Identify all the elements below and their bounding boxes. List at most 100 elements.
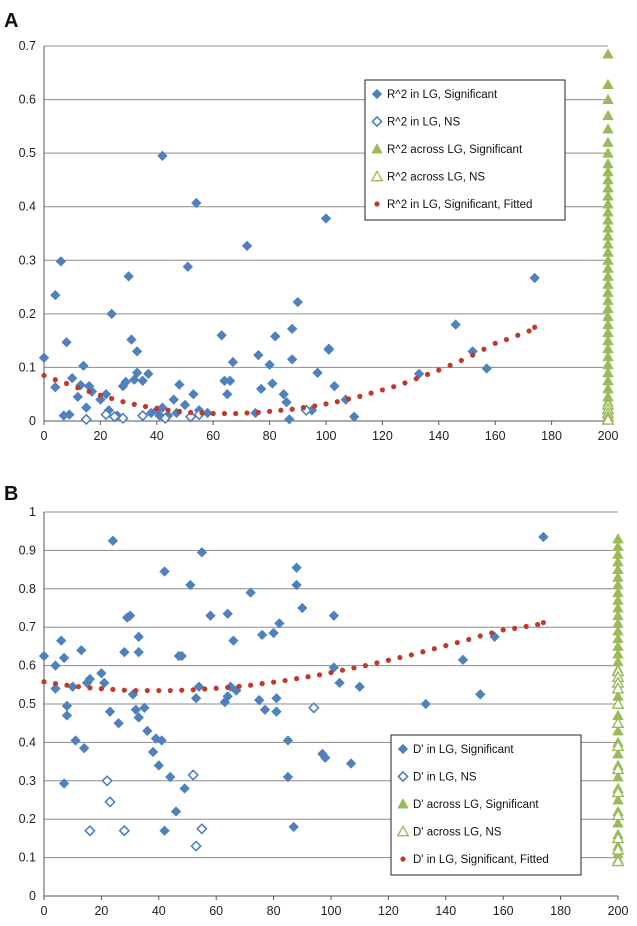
- data-point: [447, 362, 453, 368]
- data-point: [540, 619, 546, 626]
- data-point: [156, 687, 162, 694]
- x-tick-label: 100: [321, 904, 342, 918]
- data-point: [78, 360, 89, 371]
- y-tick-label: 0.5: [19, 146, 36, 160]
- data-point: [63, 380, 70, 387]
- data-point: [424, 371, 431, 377]
- data-point: [124, 610, 136, 621]
- data-point: [133, 631, 144, 642]
- data-point: [222, 389, 233, 400]
- data-point: [56, 635, 67, 646]
- data-point: [602, 93, 614, 105]
- data-point: [255, 383, 267, 395]
- x-tick-label: 120: [378, 904, 399, 918]
- legend-marker: [370, 169, 384, 182]
- data-point: [611, 681, 625, 694]
- data-point: [602, 136, 614, 147]
- legend-label: R^2 across LG, NS: [387, 172, 485, 184]
- data-point: [174, 379, 185, 390]
- data-point: [271, 706, 282, 717]
- panel-label: B: [4, 483, 18, 505]
- data-point: [121, 687, 127, 693]
- data-point: [131, 401, 137, 407]
- data-point: [225, 684, 231, 691]
- data-point: [221, 410, 228, 417]
- data-point: [236, 683, 242, 689]
- data-point: [190, 840, 202, 852]
- data-point: [385, 657, 391, 663]
- data-point: [70, 735, 81, 746]
- data-point: [188, 389, 199, 400]
- data-point: [323, 343, 334, 354]
- data-point: [38, 352, 50, 363]
- y-tick-label: 0.7: [19, 620, 36, 634]
- data-point: [107, 535, 119, 546]
- data-point: [96, 668, 107, 679]
- x-tick-label: 200: [598, 429, 619, 443]
- data-point: [284, 414, 295, 425]
- data-point: [278, 407, 284, 413]
- data-point: [120, 376, 131, 388]
- data-point: [191, 197, 202, 209]
- series-4: [611, 664, 625, 867]
- series-2: [80, 404, 312, 426]
- data-point: [137, 375, 148, 386]
- legend-marker: [371, 115, 383, 128]
- data-point: [165, 771, 176, 783]
- data-point: [312, 367, 323, 378]
- data-point: [55, 256, 67, 267]
- data-point: [156, 735, 167, 746]
- panel-a: A 0 0.1 0.2 0.3 0.4 0.5 0.6 0.7 0 20 40 60 80 100 120 14…: [4, 10, 618, 443]
- data-point: [267, 408, 273, 414]
- data-point: [202, 407, 213, 419]
- data-point: [420, 649, 426, 655]
- data-point: [611, 831, 625, 844]
- data-point: [291, 579, 302, 591]
- data-point: [101, 775, 113, 787]
- data-point: [245, 587, 256, 598]
- data-point: [538, 531, 549, 543]
- data-point: [458, 357, 464, 364]
- data-point: [248, 682, 254, 688]
- legend-label: D' in LG, NS: [413, 772, 477, 784]
- data-point: [374, 660, 380, 666]
- y-tick-label: 0.2: [19, 307, 36, 321]
- data-point: [611, 808, 625, 821]
- data-point: [86, 388, 92, 395]
- data-point: [286, 354, 298, 365]
- data-point: [97, 392, 103, 398]
- data-point: [320, 752, 331, 763]
- data-point: [52, 681, 59, 687]
- data-point: [334, 399, 340, 405]
- y-tick-label: 0.5: [19, 697, 36, 711]
- data-point: [320, 213, 332, 224]
- x-tick-label: 100: [316, 429, 337, 443]
- data-point: [244, 410, 250, 416]
- series-1: [38, 531, 549, 836]
- data-point: [222, 608, 233, 619]
- data-point: [431, 646, 437, 652]
- data-point: [67, 681, 78, 692]
- data-point: [79, 742, 90, 754]
- x-tick-label: 120: [372, 429, 393, 443]
- data-point: [50, 683, 61, 694]
- data-point: [118, 824, 131, 837]
- x-tick-label: 160: [485, 429, 506, 443]
- data-point: [67, 372, 78, 384]
- data-point: [167, 687, 173, 694]
- data-point: [216, 330, 227, 341]
- data-point: [179, 399, 191, 411]
- y-tick-label: 0.2: [19, 812, 36, 826]
- legend-label: R^2 across LG, Significant: [387, 144, 523, 156]
- data-point: [368, 390, 374, 396]
- data-point: [450, 319, 461, 330]
- legend-marker: [397, 798, 409, 809]
- data-point: [293, 676, 300, 682]
- series-5: [41, 619, 546, 694]
- data-point: [133, 712, 144, 723]
- x-tick-label: 40: [152, 904, 166, 918]
- data-point: [288, 821, 299, 833]
- data-point: [267, 378, 278, 389]
- data-point: [535, 621, 541, 628]
